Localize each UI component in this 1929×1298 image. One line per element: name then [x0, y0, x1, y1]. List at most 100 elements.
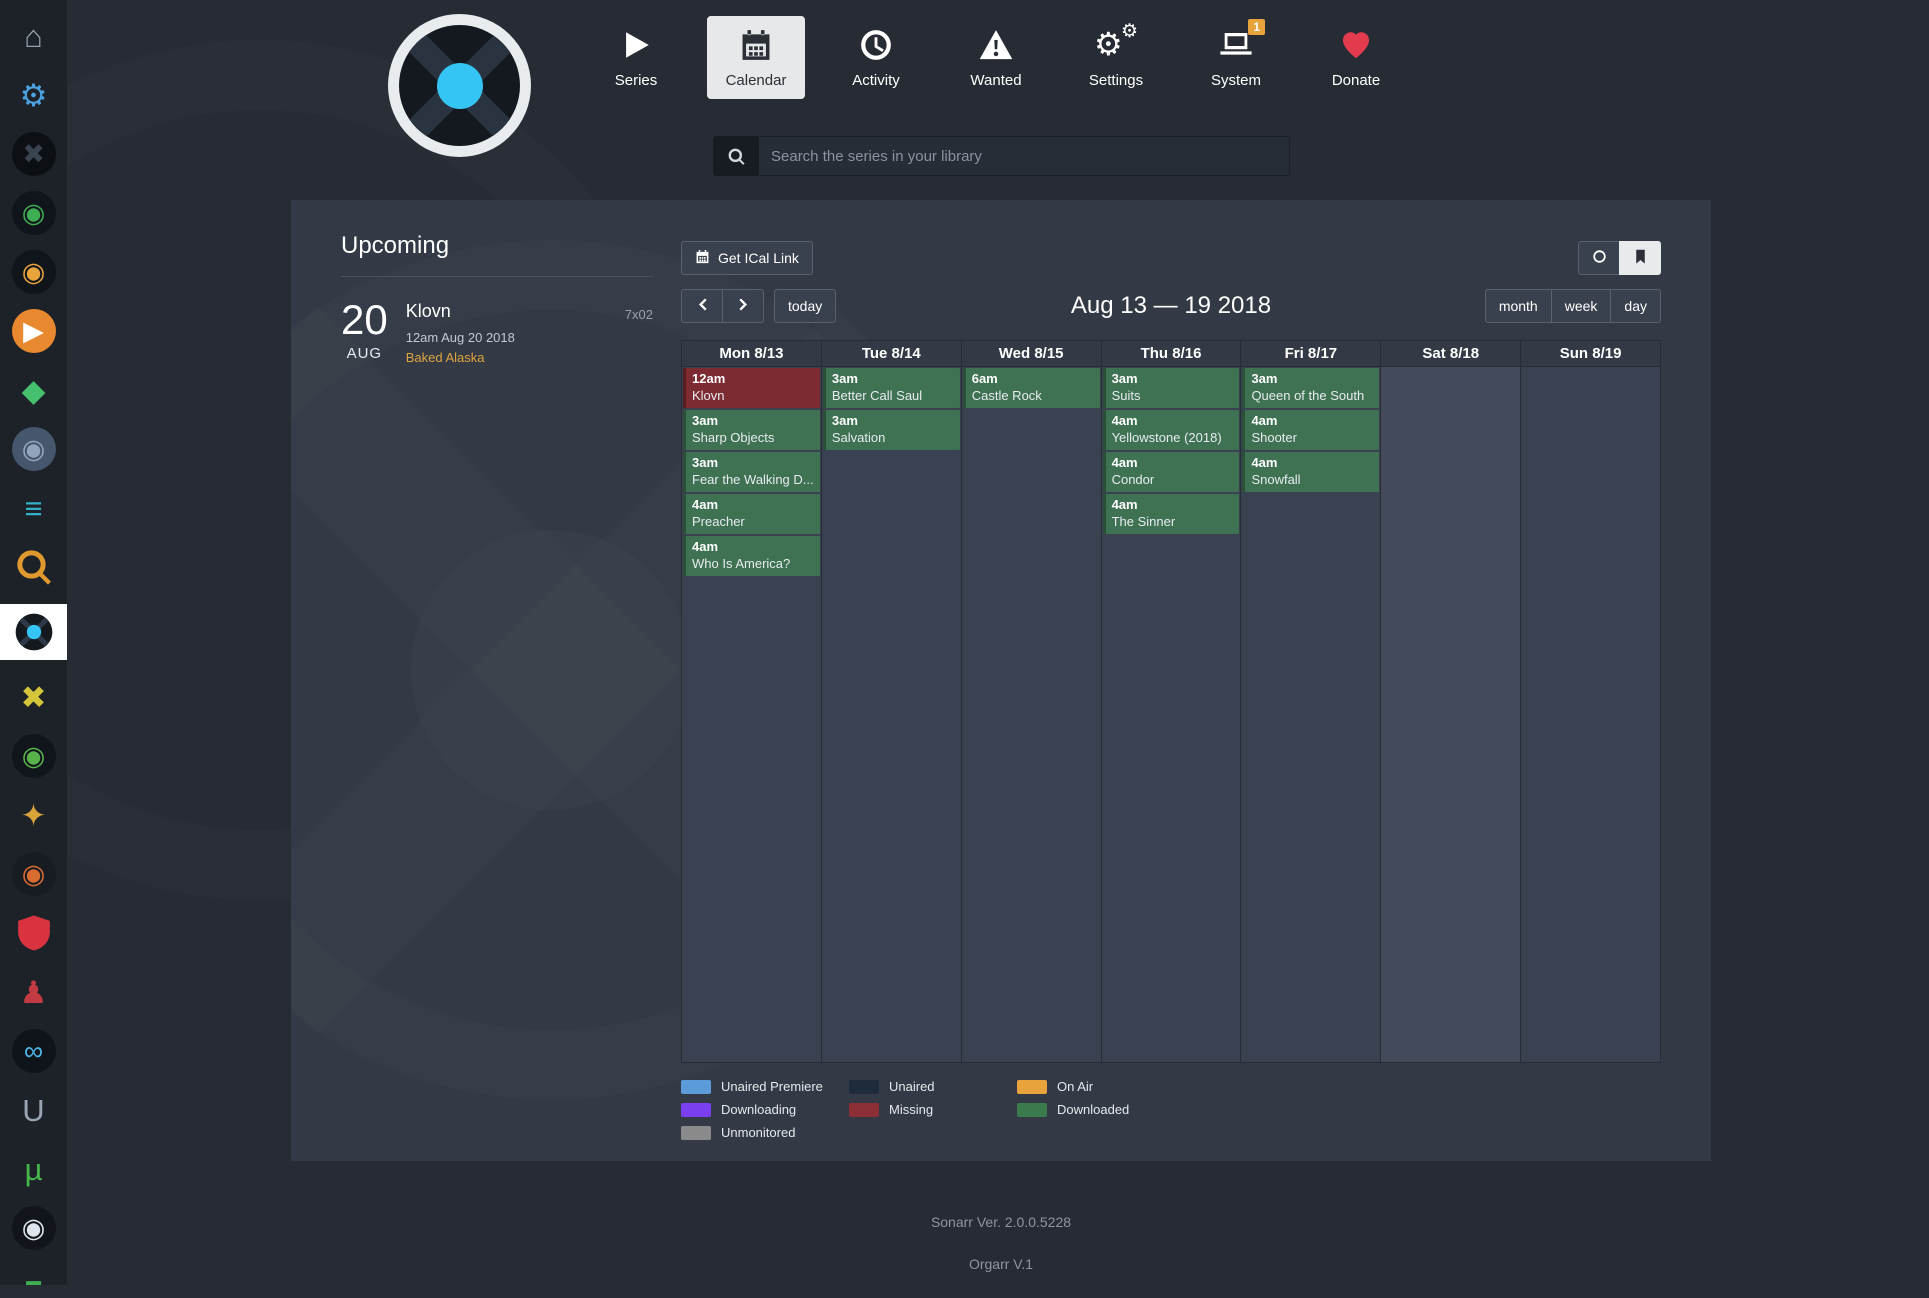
day-header-2: Wed 8/15	[962, 341, 1102, 366]
calendar-event[interactable]: 4am Preacher	[683, 494, 820, 534]
nav-wanted[interactable]: Wanted	[947, 16, 1045, 99]
prev-week-button[interactable]	[681, 289, 723, 323]
upcoming-heading: Upcoming	[341, 226, 653, 277]
day-column-5	[1381, 367, 1522, 1062]
gear-icon: ⚙	[19, 77, 48, 113]
event-title: Shooter	[1251, 430, 1297, 445]
calendar-grid-body: 12am Klovn 3am Sharp Objects 3am Fear the Wal…	[682, 366, 1661, 1062]
legend-swatch	[1017, 1102, 1047, 1117]
sidebar-item-0[interactable]: ⌂	[0, 14, 67, 58]
calendar-nav-row: today Aug 13 — 19 2018 month week day	[681, 288, 1661, 324]
sidebar-item-13[interactable]: ✦	[0, 793, 67, 837]
calendar-event[interactable]: 4am Shooter	[1242, 410, 1380, 450]
sidebar-item-11[interactable]: ✖	[0, 675, 67, 719]
day-header-0: Mon 8/13	[682, 341, 822, 366]
event-time: 4am	[1251, 413, 1278, 428]
legend-swatch	[1017, 1079, 1047, 1094]
calendar-event[interactable]: 3am Suits	[1102, 368, 1240, 408]
sidebar-item-1[interactable]: ⚙	[0, 73, 67, 117]
event-title: Condor	[1111, 472, 1155, 487]
nav-system[interactable]: 1 System	[1187, 16, 1285, 99]
nav-settings[interactable]: ⚙ ⚙ Settings	[1067, 16, 1165, 99]
upcoming-event[interactable]: 20 AUG Klovn 7x02 12am Aug 20 2018 Baked…	[341, 277, 653, 366]
sonarr-logo	[388, 14, 531, 157]
legend-swatch	[681, 1102, 711, 1117]
calendar-grid-header: Mon 8/13 Tue 8/14 Wed 8/15 Thu 8/16 Fri 8/17…	[682, 341, 1660, 366]
upcoming-air-date: 12am Aug 20 2018	[405, 330, 515, 345]
calendar-event[interactable]: 12am Klovn	[683, 368, 820, 408]
view-day-button[interactable]: day	[1610, 289, 1661, 323]
legend-item: Unaired	[849, 1079, 1017, 1094]
calendar-event[interactable]: 4am Condor	[1102, 452, 1240, 492]
nav-label-calendar: Calendar	[725, 72, 787, 89]
next-week-button[interactable]	[722, 289, 764, 323]
calendar-event[interactable]: 4am Snowfall	[1242, 452, 1380, 492]
legend-swatch	[849, 1102, 879, 1117]
search-input[interactable]	[759, 136, 1290, 176]
upcoming-event-details: Klovn 7x02 12am Aug 20 2018 Baked Alaska	[406, 299, 653, 365]
legend-column-2: On Air Downloaded	[1017, 1079, 1185, 1140]
sidebar-item-15[interactable]	[0, 911, 67, 955]
upcoming-series-title[interactable]: Klovn	[405, 301, 451, 321]
calendar-event[interactable]: 3am Sharp Objects	[683, 410, 820, 450]
view-week-button[interactable]: week	[1550, 289, 1612, 323]
calendar-event[interactable]: 3am Better Call Saul	[822, 368, 960, 408]
legend-swatch	[681, 1079, 711, 1094]
day-column-6	[1521, 367, 1661, 1062]
sidebar-item-9[interactable]	[0, 545, 67, 589]
calendar-event[interactable]: 3am Queen of the South	[1242, 368, 1380, 408]
unmonitored-toggle-button[interactable]	[1578, 241, 1620, 275]
day-header-4: Fri 8/17	[1241, 341, 1382, 366]
calendar-event[interactable]: 4am The Sinner	[1102, 494, 1240, 534]
legend-column-1: Unaired Missing	[849, 1079, 1017, 1140]
sidebar-item-14[interactable]: ◉	[0, 852, 67, 896]
event-time: 3am	[1111, 371, 1138, 386]
day-column-1: 3am Better Call Saul 3am Salvation	[821, 367, 962, 1062]
premieres-toggle-button[interactable]	[1619, 241, 1661, 275]
sidebar-item-12[interactable]: ◉	[0, 734, 67, 778]
nav-series[interactable]: Series	[587, 16, 685, 99]
sidebar-item-3[interactable]: ◉	[0, 191, 67, 235]
sidebar-item-7[interactable]: ◉	[0, 427, 67, 471]
sidebar-item-17[interactable]: ∞	[0, 1029, 67, 1073]
day-header-3: Thu 8/16	[1102, 341, 1242, 366]
legend-swatch	[681, 1125, 711, 1140]
legend-label: Downloading	[721, 1102, 797, 1117]
event-title: The Sinner	[1111, 514, 1176, 529]
legend-swatch	[849, 1079, 879, 1094]
sidebar-item-4[interactable]: ◉	[0, 250, 67, 294]
sidebar-item-2[interactable]: ✖	[0, 132, 67, 176]
sidebar-item-21[interactable]: ■	[0, 1265, 67, 1286]
event-time: 4am	[692, 539, 719, 554]
sidebar-item-6[interactable]: ◆	[0, 368, 67, 412]
calendar-event[interactable]: 4am Who Is America?	[683, 536, 820, 576]
search-bar	[713, 136, 1290, 176]
event-time: 3am	[1251, 371, 1278, 386]
soundbars-app-icon: ≡	[24, 490, 43, 526]
event-time: 4am	[1111, 497, 1138, 512]
calendar-event[interactable]: 4am Yellowstone (2018)	[1102, 410, 1240, 450]
sidebar-item-19[interactable]: µ	[0, 1147, 67, 1191]
sidebar-item-5[interactable]: ▶	[0, 309, 67, 353]
sidebar-item-16[interactable]: ♟	[0, 970, 67, 1014]
nav-calendar[interactable]: Calendar	[707, 16, 805, 99]
get-ical-link-button[interactable]: Get ICal Link	[681, 241, 813, 275]
today-button[interactable]: today	[774, 289, 837, 323]
calendar-event[interactable]: 3am Salvation	[822, 410, 960, 450]
nav-donate[interactable]: Donate	[1307, 16, 1405, 99]
sidebar-item-20[interactable]: ◉	[0, 1206, 67, 1250]
sidebar-item-18[interactable]: U	[0, 1088, 67, 1132]
calendar-event[interactable]: 6am Castle Rock	[962, 368, 1100, 408]
green-diamond-app-icon: ◆	[21, 372, 46, 408]
nav-activity[interactable]: Activity	[827, 16, 925, 99]
day-column-2: 6am Castle Rock	[961, 367, 1102, 1062]
view-month-button[interactable]: month	[1484, 289, 1552, 323]
panel-watermark-dot	[411, 530, 691, 810]
calendar-grid: Mon 8/13 Tue 8/14 Wed 8/15 Thu 8/16 Fri 8/17…	[681, 340, 1661, 1063]
gray-u-app-icon: U	[22, 1092, 45, 1128]
sidebar-item-8[interactable]: ≡	[0, 486, 67, 530]
upcoming-episode-title-link[interactable]: Baked Alaska	[405, 350, 485, 365]
sidebar-item-10[interactable]	[0, 604, 67, 660]
calendar-event[interactable]: 3am Fear the Walking D...	[683, 452, 820, 492]
bookmark-icon	[1632, 248, 1649, 268]
